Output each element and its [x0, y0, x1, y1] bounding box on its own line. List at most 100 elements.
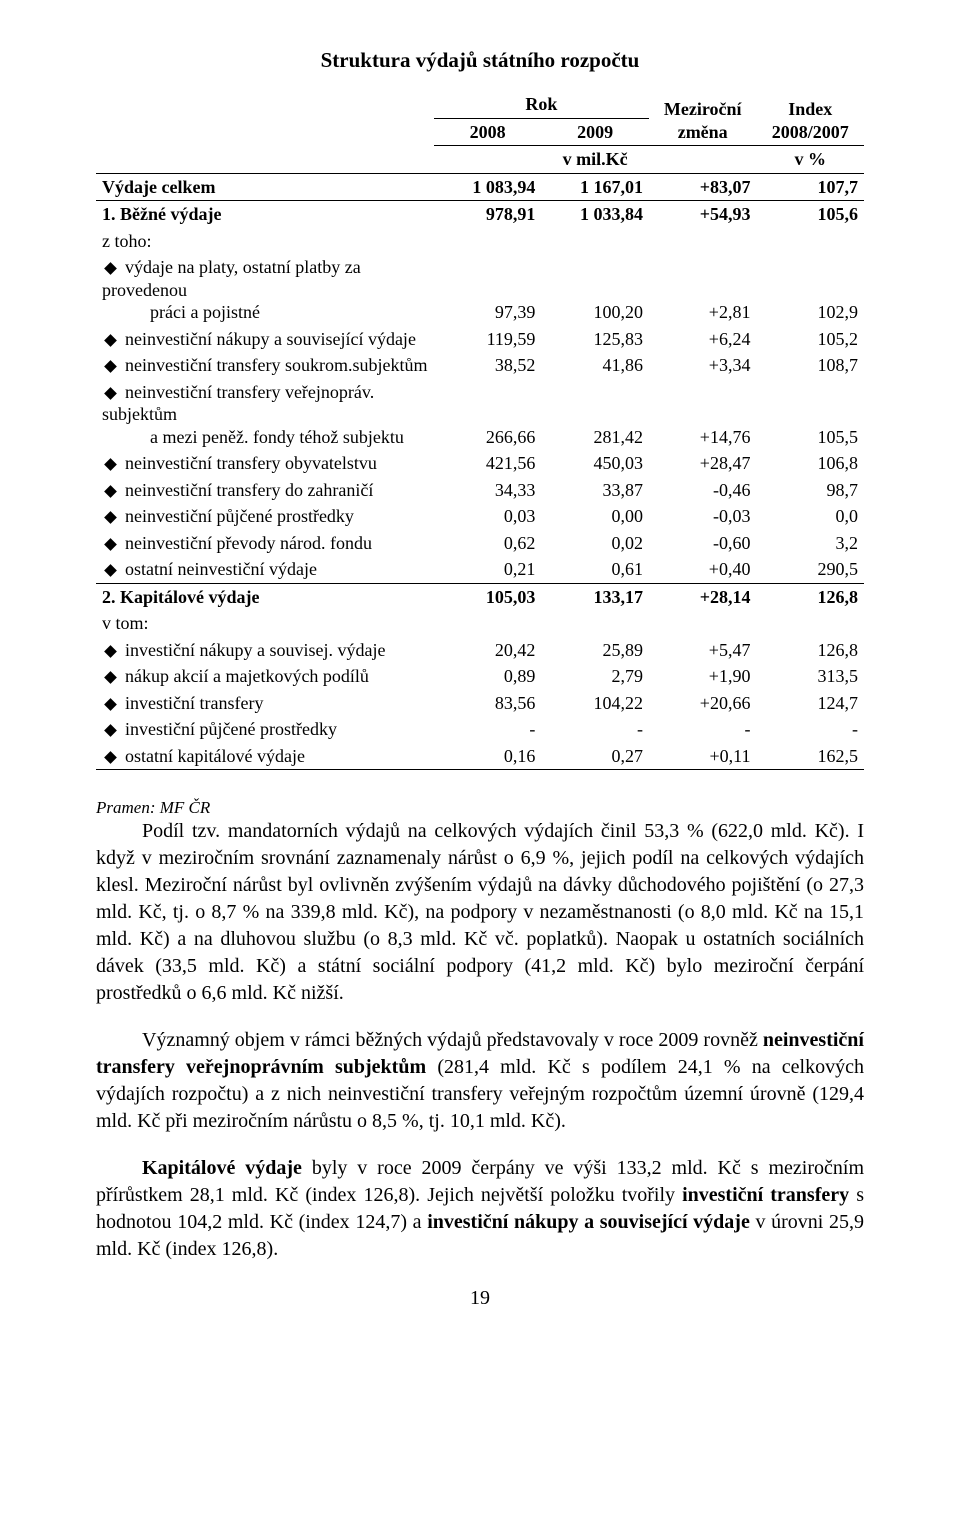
row-label-cont: práci a pojistné: [102, 302, 260, 322]
row-val: -: [541, 716, 649, 743]
row-val: 1 033,84: [541, 201, 649, 228]
row-val: 119,59: [434, 326, 542, 353]
row-label: nákup akcií a majetkových podílů: [96, 663, 434, 690]
table-row: neinvestiční půjčené prostředky0,030,00-…: [96, 503, 864, 530]
row-val: +5,47: [649, 637, 757, 664]
row-val: 978,91: [434, 201, 542, 228]
row-val: -: [649, 716, 757, 743]
row-val: 83,56: [434, 690, 542, 717]
table-row: neinvestiční transfery obyvatelstvu421,5…: [96, 450, 864, 477]
row-val: 97,39: [434, 254, 542, 326]
row-label: neinvestiční transfery obyvatelstvu: [96, 450, 434, 477]
row-val: +83,07: [649, 173, 757, 201]
col-unit-mil-kc: v mil.Kč: [434, 146, 757, 174]
col-header-yoy: Meziroční změna: [649, 91, 757, 146]
row-val: 133,17: [541, 583, 649, 610]
diamond-icon: [104, 387, 117, 400]
table-row: investiční půjčené prostředky----: [96, 716, 864, 743]
row-label: investiční půjčené prostředky: [96, 716, 434, 743]
table-row: 2. Kapitálové výdaje105,03133,17+28,1412…: [96, 583, 864, 610]
row-val: 0,00: [541, 503, 649, 530]
row-val: 290,5: [756, 556, 864, 583]
row-val: 0,27: [541, 743, 649, 770]
table-row: neinvestiční transfery veřejnopráv. subj…: [96, 379, 864, 451]
row-val: -: [756, 716, 864, 743]
row-val: 450,03: [541, 450, 649, 477]
row-val: 313,5: [756, 663, 864, 690]
row-val: 0,16: [434, 743, 542, 770]
row-val: 125,83: [541, 326, 649, 353]
row-val: +28,47: [649, 450, 757, 477]
diamond-icon: [104, 512, 117, 525]
budget-table: Rok Meziroční změna Index 2008/2007 2008…: [96, 91, 864, 770]
row-val: -0,60: [649, 530, 757, 557]
row-label: ostatní kapitálové výdaje: [96, 743, 434, 770]
row-val: 41,86: [541, 352, 649, 379]
col-header-2008: 2008: [434, 118, 542, 146]
row-val: 0,02: [541, 530, 649, 557]
row-val: 0,0: [756, 503, 864, 530]
table-row: ostatní neinvestiční výdaje0,210,61+0,40…: [96, 556, 864, 583]
row-val: +0,40: [649, 556, 757, 583]
row-val: 106,8: [756, 450, 864, 477]
row-val: 2,79: [541, 663, 649, 690]
table-row: neinvestiční nákupy a související výdaje…: [96, 326, 864, 353]
row-val: +1,90: [649, 663, 757, 690]
body-paragraph: Kapitálové výdaje byly v roce 2009 čerpá…: [96, 1155, 864, 1263]
row-val: 0,89: [434, 663, 542, 690]
row-val: +2,81: [649, 254, 757, 326]
row-val: -: [434, 716, 542, 743]
row-val: 33,87: [541, 477, 649, 504]
page-number: 19: [96, 1287, 864, 1310]
row-label: neinvestiční transfery veřejnopráv. subj…: [96, 379, 434, 451]
row-val: 0,03: [434, 503, 542, 530]
row-val: 104,22: [541, 690, 649, 717]
row-val: -0,03: [649, 503, 757, 530]
col-header-rok: Rok: [434, 91, 649, 118]
diamond-icon: [104, 565, 117, 578]
col-header-index: Index 2008/2007: [756, 91, 864, 146]
row-val: 25,89: [541, 637, 649, 664]
diamond-icon: [104, 672, 117, 685]
row-val: 38,52: [434, 352, 542, 379]
row-val: 0,21: [434, 556, 542, 583]
col-unit-percent: v %: [756, 146, 864, 174]
row-val: 3,2: [756, 530, 864, 557]
diamond-icon: [104, 698, 117, 711]
row-val: 124,7: [756, 690, 864, 717]
row-val: 20,42: [434, 637, 542, 664]
diamond-icon: [104, 725, 117, 738]
row-label: neinvestiční transfery soukrom.subjektům: [96, 352, 434, 379]
row-val: 281,42: [541, 379, 649, 451]
row-val: 162,5: [756, 743, 864, 770]
row-val: 1 167,01: [541, 173, 649, 201]
row-val: 100,20: [541, 254, 649, 326]
table-row: neinvestiční transfery do zahraničí34,33…: [96, 477, 864, 504]
row-val: +0,11: [649, 743, 757, 770]
row-label: investiční transfery: [96, 690, 434, 717]
row-val: +3,34: [649, 352, 757, 379]
row-val: 105,2: [756, 326, 864, 353]
body-paragraph: Podíl tzv. mandatorních výdajů na celkov…: [96, 818, 864, 1007]
table-row: investiční nákupy a souvisej. výdaje20,4…: [96, 637, 864, 664]
row-val: 266,66: [434, 379, 542, 451]
table-row: neinvestiční převody národ. fondu0,620,0…: [96, 530, 864, 557]
row-label: 1. Běžné výdaje: [96, 201, 434, 228]
row-label: Výdaje celkem: [96, 173, 434, 201]
row-val: +28,14: [649, 583, 757, 610]
row-val: 126,8: [756, 637, 864, 664]
row-label-cont: a mezi peněž. fondy téhož subjektu: [102, 427, 404, 447]
row-label: neinvestiční převody národ. fondu: [96, 530, 434, 557]
row-val: 126,8: [756, 583, 864, 610]
table-source: Pramen: MF ČR: [96, 798, 864, 818]
row-label: neinvestiční půjčené prostředky: [96, 503, 434, 530]
row-val: 421,56: [434, 450, 542, 477]
table-row: v tom:: [96, 610, 864, 637]
row-val: 102,9: [756, 254, 864, 326]
body-paragraph: Významný objem v rámci běžných výdajů př…: [96, 1027, 864, 1135]
row-val: 105,03: [434, 583, 542, 610]
row-label: ostatní neinvestiční výdaje: [96, 556, 434, 583]
diamond-icon: [104, 263, 117, 276]
diamond-icon: [104, 361, 117, 374]
table-row: Výdaje celkem1 083,941 167,01+83,07107,7: [96, 173, 864, 201]
